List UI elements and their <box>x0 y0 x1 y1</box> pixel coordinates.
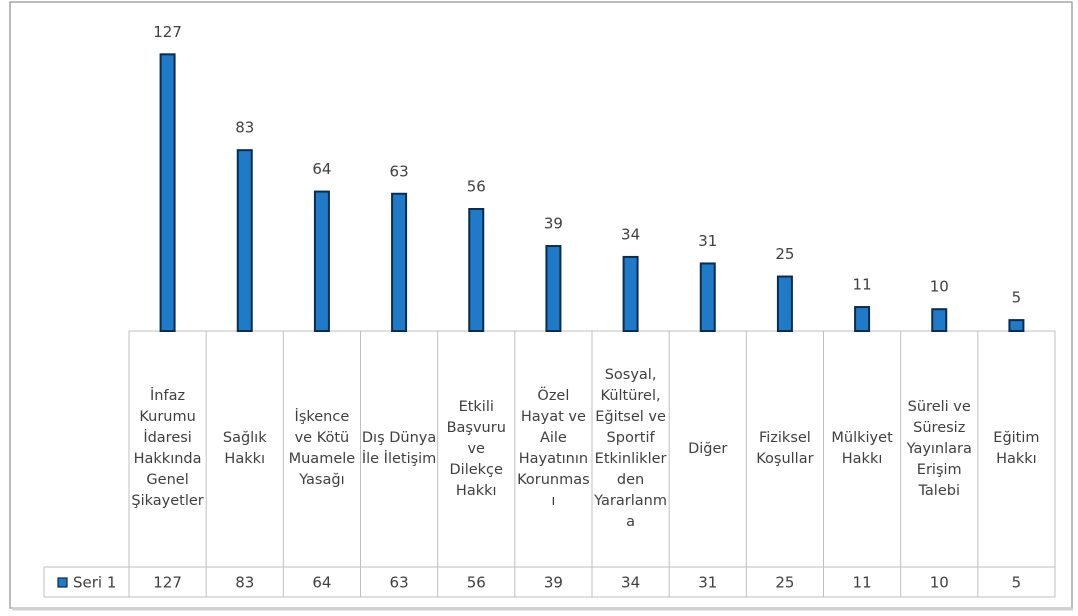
bar <box>391 192 408 332</box>
table-value: 11 <box>853 574 872 592</box>
category-cell: Dış Dünya İle İletişim <box>361 430 437 467</box>
bar <box>468 208 485 332</box>
table-value: 31 <box>698 574 717 592</box>
category-cell: Etkili Başvuru ve Dilekçe Hakkı <box>446 398 506 499</box>
table-value: 10 <box>930 574 949 592</box>
bar <box>931 308 948 333</box>
table-value: 56 <box>467 574 486 592</box>
data-label: 39 <box>544 215 563 233</box>
x-tick-label: Fiziksel Koşullar <box>756 430 814 467</box>
bar <box>159 53 176 332</box>
category-cell: Sosyal, Kültürel, Eğitsel ve Sportif Etk… <box>594 367 667 530</box>
bar <box>854 306 871 332</box>
data-label: 34 <box>621 225 640 243</box>
bar <box>1008 319 1025 333</box>
data-label: 11 <box>853 276 872 294</box>
data-label: 83 <box>235 119 254 137</box>
x-tick-label: Dış Dünya İle İletişim <box>361 430 437 467</box>
chart-frame <box>9 1 1073 609</box>
data-label: 25 <box>775 245 794 263</box>
table-value: 25 <box>775 574 794 592</box>
category-cell: Mülkiyet Hakkı <box>831 430 893 467</box>
data-label: 10 <box>930 278 949 296</box>
x-tick-label: İşkence ve Kötü Muamele Yasağı <box>288 409 356 488</box>
table-value: 127 <box>153 574 182 592</box>
table-value: 34 <box>621 574 640 592</box>
table-value: 83 <box>235 574 254 592</box>
x-tick-label: Etkili Başvuru ve Dilekçe Hakkı <box>446 398 506 499</box>
bar <box>545 245 562 333</box>
category-cell: Eğitim Hakkı <box>993 430 1040 467</box>
category-cell: İşkence ve Kötü Muamele Yasağı <box>288 409 356 488</box>
table-value: 63 <box>390 574 409 592</box>
bar <box>776 275 793 332</box>
category-cell: Özel Hayat ve Aile Hayatının Korunması <box>517 388 590 509</box>
x-tick-label: Özel Hayat ve Aile Hayatının Korunması <box>517 388 590 509</box>
category-cell: Sağlık Hakkı <box>222 430 267 467</box>
x-tick-label: İnfaz Kurumu İdaresi Hakkında Genel Şika… <box>131 388 204 509</box>
data-label: 31 <box>698 232 717 250</box>
x-tick-label: Mülkiyet Hakkı <box>831 430 893 467</box>
category-cell: Fiziksel Koşullar <box>756 430 814 467</box>
data-label: 63 <box>390 162 409 180</box>
table-value: 5 <box>1012 574 1022 592</box>
legend-label: Seri 1 <box>73 574 116 592</box>
table-value: 64 <box>312 574 331 592</box>
x-tick-label: Sosyal, Kültürel, Eğitsel ve Sportif Etk… <box>594 367 667 530</box>
data-label: 5 <box>1012 289 1022 307</box>
x-tick-label: Sağlık Hakkı <box>222 430 267 467</box>
bar <box>699 262 716 333</box>
data-label: 64 <box>312 160 331 178</box>
table-value: 39 <box>544 574 563 592</box>
bar <box>313 190 330 332</box>
category-cell: İnfaz Kurumu İdaresi Hakkında Genel Şika… <box>131 388 204 509</box>
bar <box>236 149 253 332</box>
x-tick-label: Eğitim Hakkı <box>993 430 1040 467</box>
x-tick-label: Süreli ve Süresiz Yayınlara Erişim Taleb… <box>906 398 972 499</box>
legend-marker <box>57 577 68 588</box>
category-cell: Diğer <box>688 440 728 457</box>
data-label: 127 <box>153 23 182 41</box>
bar <box>622 255 639 332</box>
x-tick-label: Diğer <box>688 440 728 457</box>
data-label: 56 <box>467 178 486 196</box>
category-cell: Süreli ve Süresiz Yayınlara Erişim Taleb… <box>906 398 972 499</box>
